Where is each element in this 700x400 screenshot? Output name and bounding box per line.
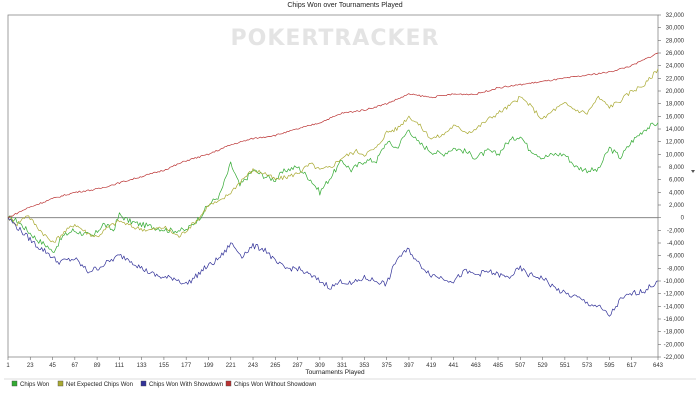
y-tick-label: 6,000 [669,178,685,184]
y-tick-label: 28,000 [666,38,685,44]
y-tick-label: 22,000 [666,76,685,82]
legend-swatch-0 [11,380,18,387]
plot-frame [7,14,659,358]
y-tick-label: 32,000 [666,13,685,19]
x-tick-label: 507 [515,363,526,369]
x-tick-label: 177 [181,363,192,369]
series-line-0 [7,122,659,253]
watermark-logo: POKERTRACKER [231,26,440,51]
x-tick-label: 353 [359,363,370,369]
x-axis: 1 23 45 67 89 111 133 155 177 199 221 243 265 287 309 3… [6,357,664,369]
y-tick-label: -8,000 [667,266,685,272]
x-tick-label: 595 [604,363,615,369]
chart-title: Chips Won over Tournaments Played [287,2,402,9]
x-tick-label: 45 [49,363,56,369]
legend-label-3: Chips Won Without Showdown [234,382,316,388]
y-tick-label: 0 [681,216,685,222]
x-tick-label: 331 [337,363,348,369]
x-tick-label: 397 [404,363,415,369]
x-tick-label: 551 [560,363,571,369]
y-tick-label: -10,000 [664,279,685,285]
x-tick-label: 243 [248,363,259,369]
x-tick-label: 111 [115,363,125,369]
y-tick-label: 16,000 [666,114,685,120]
x-tick-label: 265 [270,363,281,369]
y-tick-label: -6,000 [667,254,685,260]
y-tick-label: -4,000 [667,241,685,247]
x-tick-label: 441 [448,363,459,369]
series-line-1 [7,68,659,243]
series-line-2 [7,217,659,317]
x-tick-label: 643 [653,363,664,369]
x-tick-label: 221 [226,363,237,369]
series-line-3 [7,52,659,219]
legend: Chips Won Net Expected Chips Won Chips Won… [4,378,696,388]
x-tick-label: 23 [27,363,34,369]
x-tick-label: 133 [137,363,148,369]
y-tick-label: -12,000 [664,292,685,298]
x-tick-label: 155 [159,363,170,369]
x-tick-label: 419 [426,363,437,369]
x-tick-label: 617 [627,363,638,369]
x-tick-label: 309 [315,363,326,369]
y-tick-label: -18,000 [664,330,685,336]
x-tick-label: 573 [582,363,593,369]
x-tick-label: 463 [471,363,482,369]
y-tick-label: 18,000 [666,102,685,108]
x-axis-label: Tournaments Played [305,369,365,376]
legend-swatch-1 [57,380,64,387]
x-tick-label: 375 [382,363,393,369]
x-tick-label: 1 [6,363,10,369]
y-tick-label: -16,000 [664,317,685,323]
y-tick-label: 4,000 [669,190,685,196]
y-tick-label: 12,000 [666,140,685,146]
y-tick-label: 20,000 [666,89,685,95]
legend-swatch-3 [225,380,232,387]
y-tick-label: 2,000 [669,203,685,209]
y-tick-label: 30,000 [666,26,685,32]
legend-swatch-2 [140,380,147,387]
legend-label-2: Chips Won With Showdown [149,382,223,388]
y-tick-label: -14,000 [664,304,685,310]
y-tick-label: -22,000 [664,355,685,361]
plot-border [7,14,659,358]
x-tick-label: 67 [71,363,78,369]
legend-label-0: Chips Won [20,382,49,388]
x-tick-label: 287 [293,363,304,369]
y-tick-label: 8,000 [669,165,685,171]
x-tick-label: 89 [94,363,101,369]
legend-label-1: Net Expected Chips Won [66,382,133,388]
x-tick-label: 485 [493,363,504,369]
y-tick-label: 10,000 [666,152,685,158]
x-tick-label: 199 [203,363,214,369]
y-tick-label: 14,000 [666,127,685,133]
y-axis: -22,000 -20,000 -18,000 -16,000 -14,000 -12,0… [658,13,685,361]
y-tick-label: 26,000 [666,51,685,57]
y-tick-label: 24,000 [666,64,685,70]
y-tick-label: -2,000 [667,228,685,234]
x-tick-label: 529 [538,363,549,369]
expand-arrow-icon[interactable] [691,170,695,173]
series-lines [7,52,659,317]
y-tick-label: -20,000 [664,342,685,348]
